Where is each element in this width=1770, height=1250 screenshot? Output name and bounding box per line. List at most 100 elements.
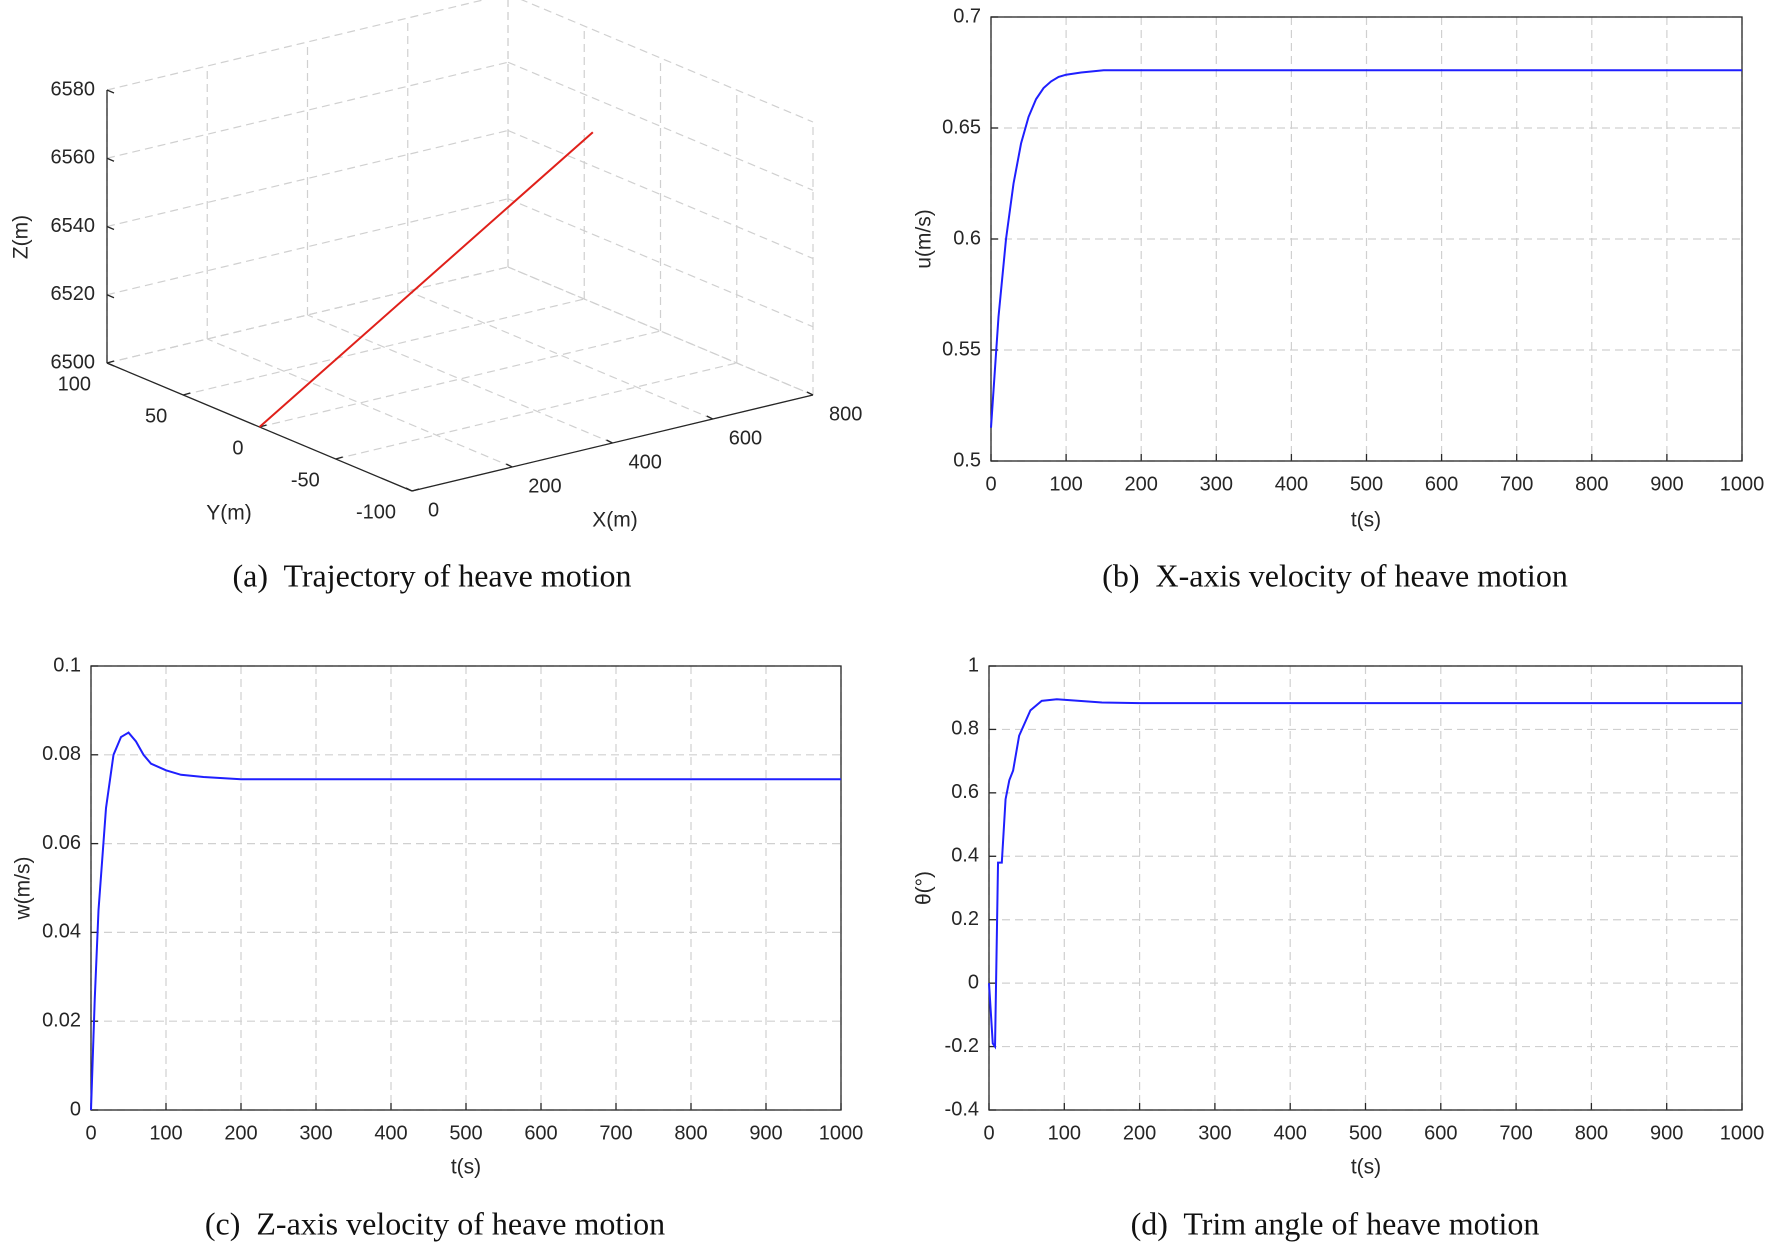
y-tick-label: -50: [291, 469, 320, 491]
y-tick-label: 0.1: [53, 654, 81, 676]
y-tick-label: 0.65: [942, 116, 981, 138]
y-tick-label: 0.4: [951, 845, 979, 867]
x-tick-label: 1000: [1720, 473, 1765, 495]
caption: (d) Trim angle of heave motion: [1131, 1205, 1540, 1241]
y-tick-label: 0.02: [42, 1009, 81, 1031]
grid-line: [520, 0, 814, 123]
x-tick-label: 0: [428, 499, 439, 521]
x-tick-label: 500: [449, 1122, 482, 1144]
x-tick-label: 800: [1575, 1122, 1608, 1144]
grid-line: [106, 198, 509, 296]
x-tick-label: 0: [85, 1122, 96, 1144]
data-line: [988, 698, 1742, 1050]
y-tick-label: 0.5: [953, 449, 981, 471]
x-tick-label: 300: [299, 1122, 332, 1144]
x-tick: [806, 391, 814, 396]
y-axis-label: Y(m): [206, 502, 252, 525]
grid-line: [183, 298, 585, 396]
x-axis-label: X(m): [592, 509, 638, 532]
y-tick-label: 0.6: [951, 781, 979, 803]
x-axis-label: t(s): [1351, 509, 1381, 532]
x-tick-label: 400: [374, 1122, 407, 1144]
x-tick-label: 900: [1650, 473, 1683, 495]
z-tick: [106, 89, 115, 94]
trajectory-line: [258, 131, 594, 428]
y-tick-label: -0.2: [945, 1035, 979, 1057]
grid-line: [106, 61, 509, 159]
x-tick-label: 300: [1198, 1122, 1231, 1144]
z-tick: [106, 294, 115, 299]
x-tick: [706, 415, 714, 420]
x-tick-label: 200: [1125, 473, 1158, 495]
y-axis-label: θ(°): [913, 871, 936, 905]
data-line: [990, 69, 1742, 428]
grid-line: [507, 61, 814, 191]
y-tick-label: -0.4: [945, 1098, 979, 1120]
x-axis-label: t(s): [1351, 1156, 1381, 1179]
grid-line: [106, 266, 509, 364]
z-tick-label: 6540: [51, 215, 96, 237]
x-tick-label: 600: [1424, 1122, 1457, 1144]
x-axis-label: t(s): [451, 1156, 481, 1179]
z-tick-label: 6560: [51, 147, 96, 169]
y-tick-label: 0.04: [42, 921, 81, 943]
x-tick-label: 600: [524, 1122, 557, 1144]
y-tick-label: 0.08: [42, 743, 81, 765]
grid-line: [335, 362, 737, 460]
grid-line: [106, 129, 509, 228]
z-tick-label: 6580: [51, 78, 96, 100]
x-tick-label: 0: [983, 1122, 994, 1144]
z-tick: [106, 157, 115, 162]
data-line: [90, 731, 841, 1111]
y-tick-label: 0.06: [42, 832, 81, 854]
y-tick-label: 50: [145, 405, 167, 427]
grid-line: [507, 266, 814, 396]
z-tick-label: 6500: [51, 351, 96, 373]
caption: (c) Z-axis velocity of heave motion: [205, 1205, 665, 1241]
x-tick-label: 800: [829, 403, 862, 425]
y-tick: [106, 360, 115, 364]
x-tick-label: 800: [1575, 473, 1608, 495]
x-tick-label: 100: [1049, 473, 1082, 495]
grid-line: [507, 198, 814, 328]
x-tick-label: 500: [1349, 1122, 1382, 1144]
z-tick: [106, 362, 115, 367]
x-tick-label: 200: [528, 475, 561, 497]
plot-frame: [988, 665, 1743, 1111]
grid-line: [307, 314, 613, 444]
x-tick-label: 400: [1274, 1122, 1307, 1144]
y-tick-label: 0.55: [942, 338, 981, 360]
x-tick: [405, 487, 413, 492]
x-tick-label: 700: [1500, 473, 1533, 495]
caption: (b) X-axis velocity of heave motion: [1102, 557, 1568, 593]
plot-frame: [990, 16, 1743, 462]
y-tick-label: 100: [58, 373, 91, 395]
x-tick-label: 700: [1499, 1122, 1532, 1144]
x-tick-label: 100: [1048, 1122, 1081, 1144]
caption: (a) Trajectory of heave motion: [233, 557, 632, 593]
x-tick-label: 400: [1275, 473, 1308, 495]
x-tick-label: 800: [674, 1122, 707, 1144]
x-tick: [606, 439, 613, 444]
y-tick-label: 0.8: [951, 718, 979, 740]
y-tick-label: 1: [968, 654, 979, 676]
z-axis-label: Z(m): [10, 215, 33, 259]
grid-line: [507, 129, 814, 260]
x-tick-label: 300: [1200, 473, 1233, 495]
y-tick-label: 0: [968, 971, 979, 993]
x-tick: [505, 463, 513, 468]
x-tick-label: 0: [985, 473, 996, 495]
y-tick: [335, 456, 343, 460]
y-tick-label: 0: [70, 1098, 81, 1120]
x-tick-label: 400: [629, 451, 662, 473]
x-tick-label: 700: [599, 1122, 632, 1144]
y-tick-label: 0.2: [951, 908, 979, 930]
y-tick-label: -100: [356, 501, 396, 523]
x-tick-label: 200: [224, 1122, 257, 1144]
y-tick: [411, 488, 420, 492]
y-tick-label: 0.6: [953, 227, 981, 249]
y-axis-label: u(m/s): [913, 209, 936, 269]
x-tick-label: 1000: [819, 1122, 864, 1144]
grid-line: [106, 0, 486, 91]
